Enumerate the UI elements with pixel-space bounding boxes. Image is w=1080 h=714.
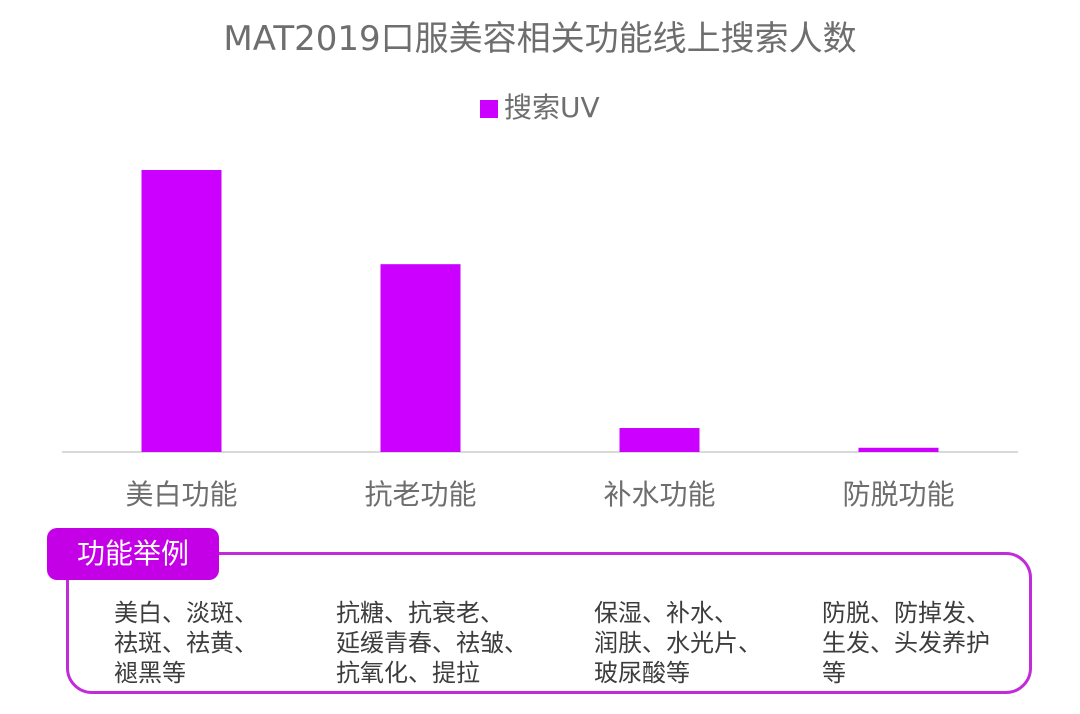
legend-label: 搜索UV — [504, 91, 600, 124]
chart-title: MAT2019口服美容相关功能线上搜索人数 — [223, 19, 856, 59]
bar-0 — [141, 170, 222, 452]
bar-chart: MAT2019口服美容相关功能线上搜索人数 搜索UV 美白功能 抗老功能 补水功能 防… — [62, 19, 1018, 511]
example-text-anti-aging: 抗糖、抗衰老、 延缓青春、祛皱、 抗氧化、提拉 — [336, 599, 528, 687]
x-tick-label-1: 抗老功能 — [364, 478, 476, 511]
bar-2 — [619, 428, 700, 452]
x-tick-labels: 美白功能 抗老功能 补水功能 防脱功能 — [125, 478, 954, 511]
example-text-anti-hair-loss: 防脱、防掉发、 生发、头发养护 等 — [822, 599, 990, 687]
bar-3 — [858, 447, 939, 452]
x-tick-label-0: 美白功能 — [125, 478, 237, 511]
legend-swatch — [480, 100, 498, 118]
x-tick-label-3: 防脱功能 — [842, 478, 954, 511]
example-text-hydrating: 保湿、补水、 润肤、水光片、 玻尿酸等 — [594, 599, 762, 687]
bar-1 — [380, 264, 461, 452]
x-tick-label-2: 补水功能 — [603, 478, 715, 511]
function-examples-tab: 功能举例 — [47, 528, 219, 580]
bars-group — [141, 170, 939, 452]
example-text-whitening: 美白、淡斑、 祛斑、祛黄、 褪黑等 — [114, 599, 258, 687]
function-examples-panel — [66, 552, 1032, 694]
